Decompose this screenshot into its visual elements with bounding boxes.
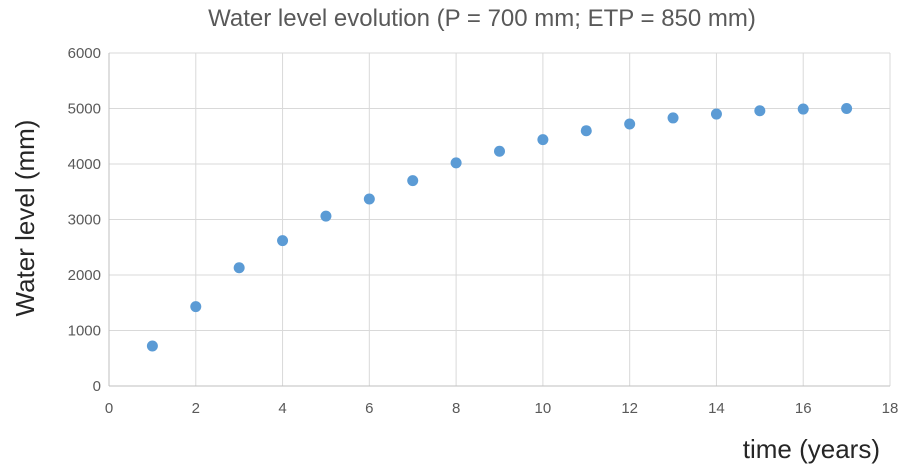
data-point [190,301,202,313]
data-points [146,103,853,352]
data-point [797,103,809,115]
data-point [667,112,679,124]
data-point [580,125,592,137]
x-tick-label: 18 [882,400,899,417]
y-tick-label: 4000 [68,156,101,173]
data-point [277,235,289,247]
y-tick-label: 5000 [68,101,101,118]
x-tick-label: 12 [621,400,638,417]
grid [109,52,891,386]
x-tick-label: 10 [535,400,552,417]
axes [108,53,890,387]
y-tick-label: 2000 [68,267,101,284]
x-axis-label: time (years) [743,434,880,464]
data-point [407,175,419,187]
x-tick-label: 0 [105,400,113,417]
y-tick-label: 0 [93,378,101,395]
y-tick-label: 3000 [68,212,101,229]
data-point [537,134,549,146]
data-point [494,145,505,157]
x-tick-label: 4 [278,400,286,417]
y-axis-label: Water level (mm) [10,120,40,317]
data-point [754,105,766,117]
x-tick-label: 8 [452,400,460,417]
data-point [146,340,158,352]
y-tick-label: 6000 [68,45,101,62]
y-tick-label: 1000 [68,323,101,340]
x-tick-label: 14 [708,400,725,417]
x-tick-label: 16 [795,400,812,417]
data-point [710,108,722,120]
y-tick-labels: 0 1000 2000 3000 4000 5000 6000 [68,45,101,395]
x-tick-label: 2 [192,400,200,417]
chart-title: Water level evolution (P = 700 mm; ETP =… [208,5,756,32]
data-point [450,157,462,169]
data-point [363,193,375,205]
data-point [233,262,245,274]
data-point [320,210,332,222]
x-tick-labels: 0 2 4 6 8 10 12 14 16 18 [105,400,899,417]
x-tick-label: 6 [365,400,373,417]
data-point [624,118,636,130]
data-point [841,103,853,114]
